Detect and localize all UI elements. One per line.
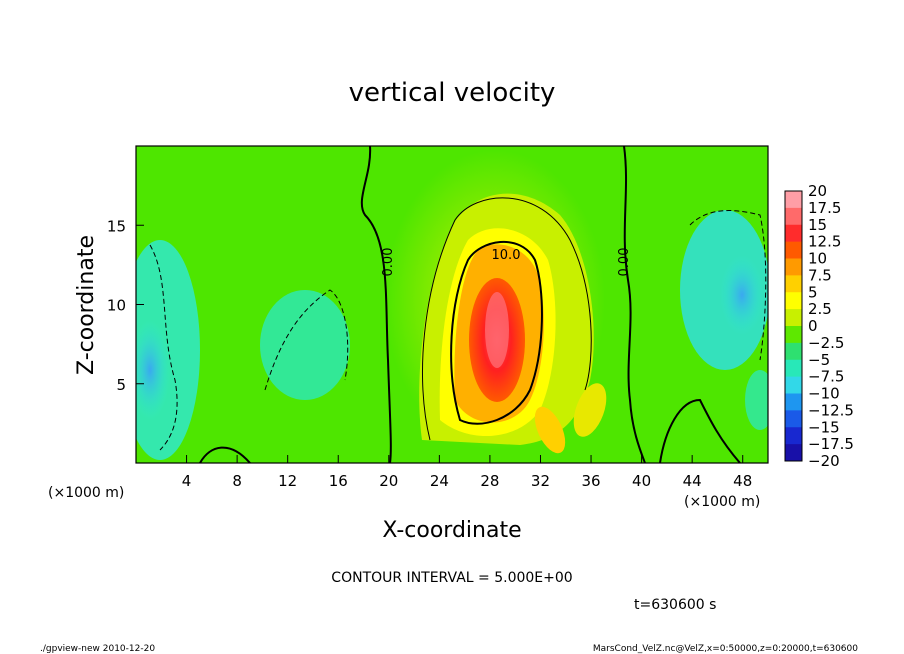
colorbar-label: 7.5 — [808, 266, 832, 284]
colorbar-band — [785, 444, 802, 462]
x-tick-label: 4 — [182, 472, 192, 490]
contour-10 — [450, 241, 543, 425]
colorbar-band — [785, 326, 802, 344]
x-tick-label: 40 — [632, 472, 651, 490]
colorbar-band — [785, 191, 802, 209]
colorbar-label: 20 — [808, 182, 827, 200]
chart-title: vertical velocity — [349, 78, 556, 108]
cell-2 — [573, 383, 607, 437]
updraft-max — [485, 292, 509, 368]
contour-label-right: 0.00 — [617, 248, 632, 277]
y-tick-label: 5 — [116, 376, 126, 394]
cell-1 — [534, 406, 566, 454]
x-tick-label: 16 — [329, 472, 348, 490]
x-unit-label: (×1000 m) — [684, 494, 760, 510]
colorbar-band — [785, 309, 802, 327]
downdraft-right-low — [745, 370, 768, 430]
zero-contour-left — [360, 146, 392, 463]
colorbar-label: 0 — [808, 317, 818, 335]
y-tick-label: 15 — [107, 217, 126, 235]
colorbar-label: −7.5 — [808, 368, 844, 386]
colorbar-band — [785, 224, 802, 243]
colorbar-band — [785, 410, 802, 428]
colorbar-label: 10 — [808, 250, 827, 268]
zero-contour-right — [623, 146, 646, 463]
colorbar-label: −15 — [808, 418, 840, 436]
colorbar-band — [785, 207, 802, 226]
colorbar-band — [785, 393, 802, 411]
x-tick-label: 36 — [581, 472, 600, 490]
x-tick-label: 24 — [430, 472, 449, 490]
footer-left: ./gpview-new 2010-12-20 — [40, 644, 155, 654]
colorbar-frame — [784, 190, 803, 462]
colorbar-label: −12.5 — [808, 401, 854, 419]
colorbar: 2017.51512.5107.552.50−2.5−5−7.5−10−12.5… — [784, 182, 854, 470]
x-axis-label: X-coordinate — [382, 518, 521, 543]
colorbar-label: 15 — [808, 216, 827, 234]
contour-5 — [422, 197, 592, 441]
neg-contour-2 — [264, 289, 349, 391]
y-axis-ticks: 5 10 15 — [107, 217, 144, 394]
colorbar-label: −17.5 — [808, 435, 854, 453]
colorbar-label: −2.5 — [808, 334, 844, 352]
colorbar-label: 2.5 — [808, 300, 832, 318]
downdraft-mid — [260, 290, 350, 400]
neg-contour-1 — [149, 244, 178, 451]
colorbar-label: −5 — [808, 351, 830, 369]
contour-lines — [149, 146, 767, 463]
x-axis-ticks: 4 8 12 16 20 24 28 32 36 40 44 48 — [182, 455, 752, 490]
x-tick-label: 20 — [379, 472, 398, 490]
colorbar-band — [785, 376, 802, 394]
colorbar-label: 5 — [808, 283, 818, 301]
colorbar-band — [785, 275, 802, 293]
low-contour-left — [199, 446, 251, 463]
downdraft-left-core — [136, 320, 170, 420]
y-axis-label: Z-coordinate — [74, 235, 99, 375]
low-contour-right — [659, 398, 741, 463]
x-tick-label: 44 — [683, 472, 702, 490]
colorbar-label: −10 — [808, 385, 840, 403]
colorbar-band — [785, 241, 802, 259]
colorbar-band — [785, 427, 802, 445]
x-tick-label: 8 — [232, 472, 242, 490]
footer-right: MarsCond_VelZ.nc@VelZ,x=0:50000,z=0:2000… — [593, 644, 858, 654]
colorbar-label: 12.5 — [808, 233, 841, 251]
colorbar-band — [785, 292, 802, 310]
contour-label-center: 10.0 — [492, 248, 521, 263]
colorbar-band — [785, 359, 802, 378]
x-tick-label: 28 — [480, 472, 499, 490]
contour-interval: CONTOUR INTERVAL = 5.000E+00 — [331, 570, 572, 586]
plot-area — [136, 146, 768, 463]
colorbar-label: 17.5 — [808, 199, 841, 217]
colorbar-label: −20 — [808, 452, 840, 470]
colorbar-band — [785, 342, 802, 361]
x-tick-label: 12 — [278, 472, 297, 490]
neg-contour-3 — [689, 210, 767, 361]
x-tick-label: 32 — [531, 472, 550, 490]
y-unit-label: (×1000 m) — [48, 485, 124, 501]
colorbar-band — [785, 258, 802, 276]
downdraft-right-core — [720, 255, 764, 335]
x-tick-label: 48 — [733, 472, 752, 490]
contour-label-left: 0.00 — [381, 248, 396, 277]
y-tick-label: 10 — [107, 297, 126, 315]
time-label: t=630600 s — [634, 597, 716, 613]
